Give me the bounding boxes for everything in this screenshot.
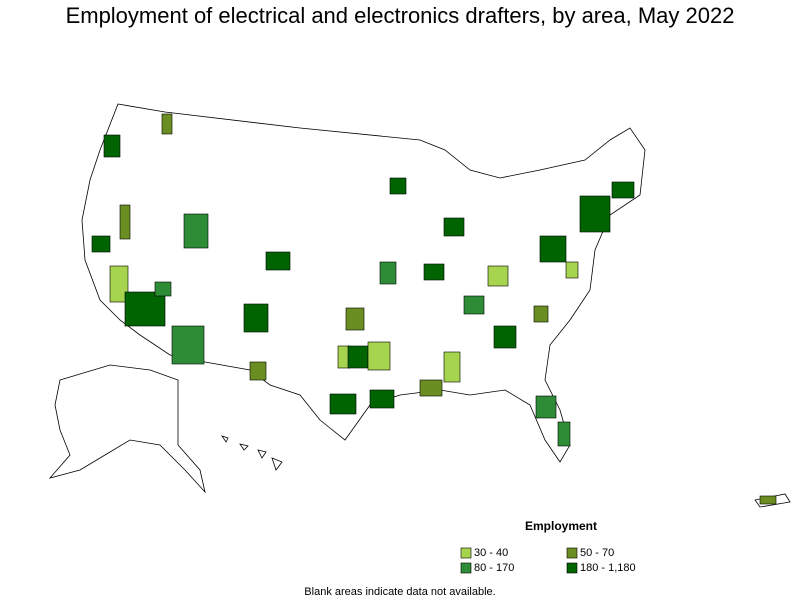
area [345, 307, 365, 331]
area [161, 113, 173, 135]
area [329, 393, 357, 415]
area [379, 261, 397, 285]
area [463, 295, 485, 315]
area [103, 134, 121, 158]
area [249, 361, 267, 381]
area [539, 235, 567, 263]
area [265, 251, 291, 271]
contiguous-us [81, 103, 646, 463]
area [443, 351, 461, 383]
areas [91, 113, 777, 505]
area [367, 341, 391, 371]
area [124, 291, 166, 327]
area [109, 265, 129, 303]
footnote: Blank areas indicate data not available. [304, 586, 495, 598]
legend-swatch [460, 547, 472, 559]
legend-label: 80 - 170 [474, 562, 514, 574]
area [579, 195, 611, 233]
area [487, 265, 509, 287]
hawaii [221, 435, 283, 471]
area [347, 345, 369, 369]
area [91, 235, 111, 253]
legend-swatch [460, 562, 472, 574]
area [565, 261, 579, 279]
area [183, 213, 209, 249]
legend-label: 30 - 40 [474, 547, 508, 559]
area [243, 303, 269, 333]
area [154, 281, 172, 297]
area [759, 495, 777, 505]
area [419, 379, 443, 397]
map [48, 103, 791, 508]
area [171, 325, 205, 365]
legend-swatch [566, 547, 578, 559]
area [389, 177, 407, 195]
legend: 30 - 40 50 - 70 80 - 170 180 - 1,180 [460, 547, 636, 574]
legend-title: Employment [525, 519, 597, 533]
alaska [48, 364, 206, 494]
area [423, 263, 445, 281]
map-title: Employment of electrical and electronics… [66, 3, 735, 28]
legend-label: 50 - 70 [580, 547, 614, 559]
legend-label: 180 - 1,180 [580, 562, 636, 574]
area [557, 421, 571, 447]
area [533, 305, 549, 323]
area [119, 204, 131, 240]
area [611, 181, 635, 199]
area [443, 217, 465, 237]
area [535, 395, 557, 419]
area [369, 389, 395, 409]
area [493, 325, 517, 349]
legend-swatch [566, 562, 578, 574]
